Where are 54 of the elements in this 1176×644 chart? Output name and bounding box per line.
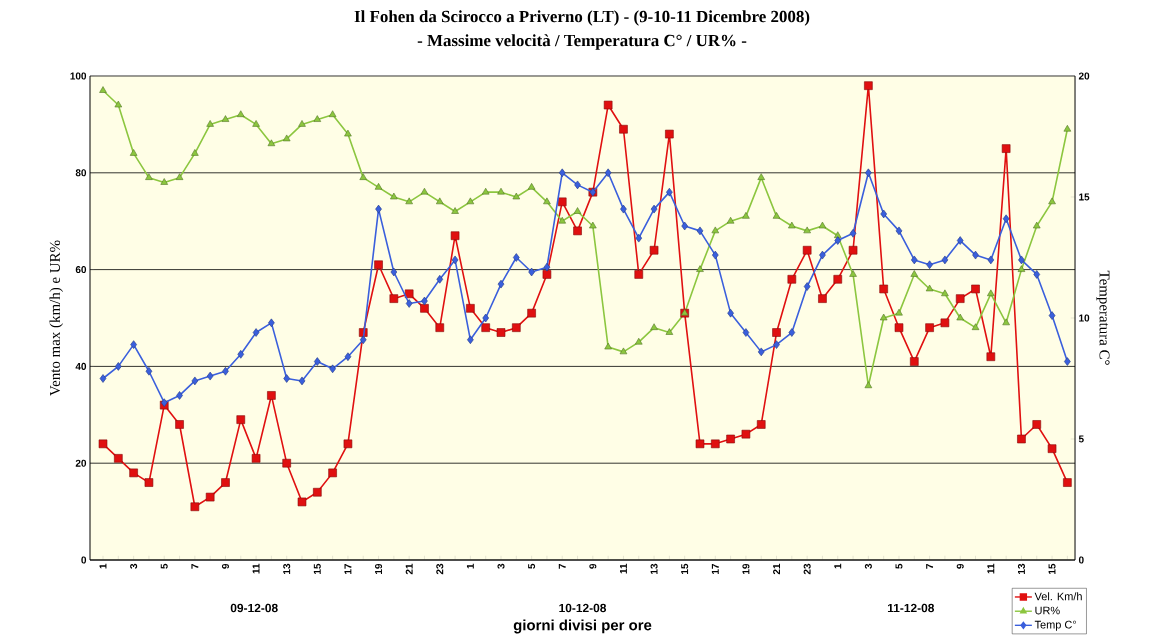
x-tick-label: 9: [589, 563, 597, 569]
legend-label: Temp C°: [1034, 620, 1077, 631]
y2-axis-title: Temperatura C°: [1096, 270, 1110, 365]
x-tick-label: 11: [252, 563, 260, 574]
chart-subtitle: - Massime velocità / Temperatura C° / UR% -: [417, 34, 747, 50]
x-tick-label: 1: [466, 563, 474, 569]
y2-tick-label: 20: [1078, 72, 1090, 80]
y2-tick-label: 10: [1079, 314, 1090, 322]
x-tick-label: 11: [620, 563, 627, 574]
x-tick-label: 1: [834, 563, 842, 569]
x-tick-label: 15: [681, 563, 689, 574]
y-tick-label: 40: [75, 362, 87, 370]
x-tick-label: 19: [742, 563, 750, 574]
x-tick-label: 5: [528, 563, 536, 569]
x-tick-label: 23: [803, 563, 811, 575]
x-tick-label: 11: [987, 563, 995, 574]
x-tick-label: 13: [650, 563, 658, 574]
x-tick-label: 19: [375, 563, 383, 574]
x-tick-label: 5: [895, 563, 903, 569]
y-axis-title: Vento max (km/h) e UR%: [49, 240, 64, 396]
x-tick-label: 13: [1017, 563, 1025, 574]
text: 10-12-08: [559, 603, 607, 613]
text: 11-12-08: [887, 603, 935, 613]
x-tick-label: 17: [711, 563, 719, 574]
x-tick-label: 15: [1048, 563, 1056, 574]
legend-label: Vel. Km/h: [1034, 592, 1082, 601]
y-tick-label: 100: [70, 72, 87, 80]
y-tick-label: 60: [75, 266, 87, 274]
y-tick-label: 80: [75, 169, 87, 177]
y-tick-label: 20: [75, 459, 87, 467]
x-tick-label: 1: [99, 563, 107, 569]
y2-tick-label: 15: [1079, 193, 1090, 201]
x-tick-label: 7: [926, 563, 934, 569]
text: 09-12-08: [230, 603, 278, 613]
x-tick-label: 9: [221, 563, 229, 569]
y-tick-label: 0: [81, 556, 87, 564]
x-tick-label: 13: [283, 563, 291, 574]
x-tick-label: 3: [130, 563, 138, 569]
x-tick-label: 23: [436, 563, 444, 575]
x-tick-label: 21: [405, 563, 413, 575]
x-tick-label: 7: [558, 563, 566, 569]
x-tick-label: 21: [773, 563, 781, 575]
x-tick-label: 7: [191, 563, 199, 569]
chart-title: Il Fohen da Scirocco a Priverno (LT) - (9-10-11 Dicembre 2008): [354, 10, 810, 26]
x-tick-label: 9: [956, 563, 964, 569]
x-tick-label: 3: [864, 563, 872, 569]
x-tick-label: 3: [497, 563, 505, 569]
legend-label: UR%: [1035, 606, 1060, 615]
x-tick-label: 17: [344, 563, 352, 574]
x-tick-label: 5: [160, 563, 168, 569]
x-axis-title: giorni divisi per ore: [513, 619, 652, 634]
y2-tick-label: 0: [1078, 556, 1084, 564]
x-tick-label: 15: [313, 563, 321, 574]
y2-tick-label: 5: [1078, 435, 1084, 443]
